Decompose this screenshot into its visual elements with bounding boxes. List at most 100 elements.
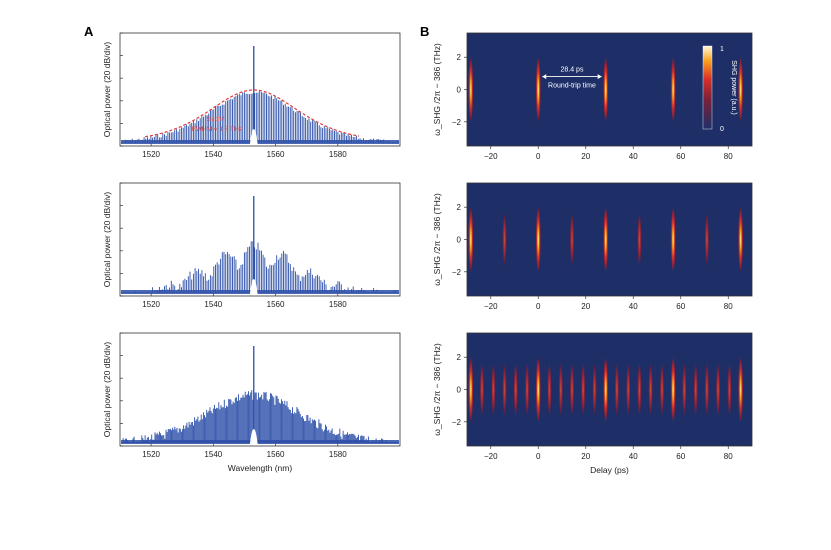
x-tick-label: 0 xyxy=(536,152,541,161)
spectrum-chart: 1520 1540 1560 1580 Optical power (20 dB/div… xyxy=(102,182,401,309)
y-axis-label: ω_SHG /2π − 386 (THz) xyxy=(432,43,442,136)
sech2-fit-curve xyxy=(144,89,360,138)
x-tick-label: −20 xyxy=(484,452,498,461)
fwhm-label: FWHM = 1.6 THz xyxy=(192,126,242,133)
pulse-trace xyxy=(614,361,620,418)
pulse-trace xyxy=(738,55,744,124)
noise-floor xyxy=(121,140,399,144)
x-tick-label: 1580 xyxy=(329,300,347,309)
pulse-trace xyxy=(693,361,698,418)
x-tick-label: 80 xyxy=(724,452,733,461)
spectrum-panels: 1520 1540 1560 1580 Optical power (20 dB/div… xyxy=(102,32,401,473)
y-tick-label: 0 xyxy=(457,236,462,245)
pulse-trace xyxy=(704,361,710,418)
pulse-trace xyxy=(479,361,485,418)
x-tick-label: 1540 xyxy=(204,450,222,459)
roundtrip-value: 28.4 ps xyxy=(560,67,583,74)
filter-notch xyxy=(249,429,258,445)
pulse-trace xyxy=(535,205,541,274)
y-axis-label: Optical power (20 dB/div) xyxy=(102,342,112,438)
x-tick-label: 20 xyxy=(581,302,590,311)
x-tick-label: 0 xyxy=(536,302,541,311)
pulse-trace xyxy=(513,361,518,418)
x-tick-label: 20 xyxy=(581,452,590,461)
y-axis-label: ω_SHG /2π − 386 (THz) xyxy=(432,193,442,286)
filter-notch xyxy=(249,129,258,145)
x-tick-label: 0 xyxy=(536,452,541,461)
pulse-trace xyxy=(569,361,575,418)
pulse-trace xyxy=(491,361,496,418)
plot-frame xyxy=(119,332,401,447)
pulse-trace xyxy=(637,361,642,418)
x-tick-label: 1520 xyxy=(142,300,160,309)
x-tick-label: 40 xyxy=(629,302,638,311)
pulse-trace xyxy=(468,55,474,124)
pulse-trace xyxy=(468,355,474,424)
pulse-trace xyxy=(535,55,541,124)
y-tick-label: 0 xyxy=(457,386,462,395)
pulse-trace xyxy=(670,205,676,274)
x-tick-label: 1560 xyxy=(267,150,285,159)
roundtrip-arrowhead-right xyxy=(597,74,602,80)
y-axis-label: Optical power (20 dB/div) xyxy=(102,42,112,138)
pulse-trace xyxy=(592,361,597,418)
pulse-trace xyxy=(603,205,609,274)
colorbar xyxy=(702,45,713,130)
x-tick-label: 60 xyxy=(676,452,685,461)
pulse-trace xyxy=(569,211,575,268)
pulse-trace xyxy=(715,361,721,418)
pulse-trace xyxy=(682,361,687,418)
spectrum-chart: 1520 1540 1560 1580 Optical power (20 dB/div… xyxy=(102,332,401,473)
heatmap-background xyxy=(467,333,752,446)
noise-floor xyxy=(121,440,399,444)
x-axis-label: Delay (ps) xyxy=(590,465,629,475)
filter-notch xyxy=(249,279,258,295)
y-tick-label: −2 xyxy=(452,418,462,427)
y-axis-label: ω_SHG /2π − 386 (THz) xyxy=(432,343,442,436)
y-tick-label: 2 xyxy=(457,353,462,362)
colorbar-max-label: 1 xyxy=(720,46,724,53)
colorbar-label: SHG power (a.u.) xyxy=(730,60,737,114)
panel-label-a: A xyxy=(84,24,94,39)
pulse-trace xyxy=(603,355,609,424)
pulse-trace xyxy=(637,211,642,268)
pulse-trace xyxy=(547,361,552,418)
x-tick-label: 1580 xyxy=(329,150,347,159)
x-tick-label: 1560 xyxy=(267,300,285,309)
x-tick-label: 60 xyxy=(676,302,685,311)
x-axis-label: Wavelength (nm) xyxy=(228,463,293,473)
y-tick-label: −2 xyxy=(452,268,462,277)
roundtrip-arrowhead-left xyxy=(542,74,547,80)
roundtrip-caption: Round-trip time xyxy=(548,83,596,90)
pulse-trace xyxy=(502,361,507,418)
x-tick-label: 40 xyxy=(629,152,638,161)
fit-label: Sech² xyxy=(207,116,225,123)
x-tick-label: 80 xyxy=(724,152,733,161)
pulse-trace xyxy=(670,355,676,424)
pulse-trace xyxy=(535,355,541,424)
y-tick-label: 2 xyxy=(457,53,462,62)
pulse-trace xyxy=(468,205,474,274)
pulse-trace xyxy=(659,361,665,418)
x-tick-label: 40 xyxy=(629,452,638,461)
pulse-trace xyxy=(670,55,676,124)
pulse-trace xyxy=(603,55,609,124)
pulse-trace xyxy=(580,361,586,418)
pulse-trace xyxy=(648,361,653,418)
x-tick-label: −20 xyxy=(484,302,498,311)
panel-label-b: B xyxy=(420,24,429,39)
pulse-trace xyxy=(558,361,564,418)
colorbar-min-label: 0 xyxy=(720,126,724,133)
x-tick-label: 1560 xyxy=(267,450,285,459)
pulse-trace xyxy=(524,361,530,418)
y-axis-label: Optical power (20 dB/div) xyxy=(102,192,112,288)
x-tick-label: −20 xyxy=(484,152,498,161)
x-tick-label: 80 xyxy=(724,302,733,311)
plot-frame xyxy=(119,182,401,297)
x-tick-label: 1540 xyxy=(204,300,222,309)
pulse-trace xyxy=(738,355,744,424)
